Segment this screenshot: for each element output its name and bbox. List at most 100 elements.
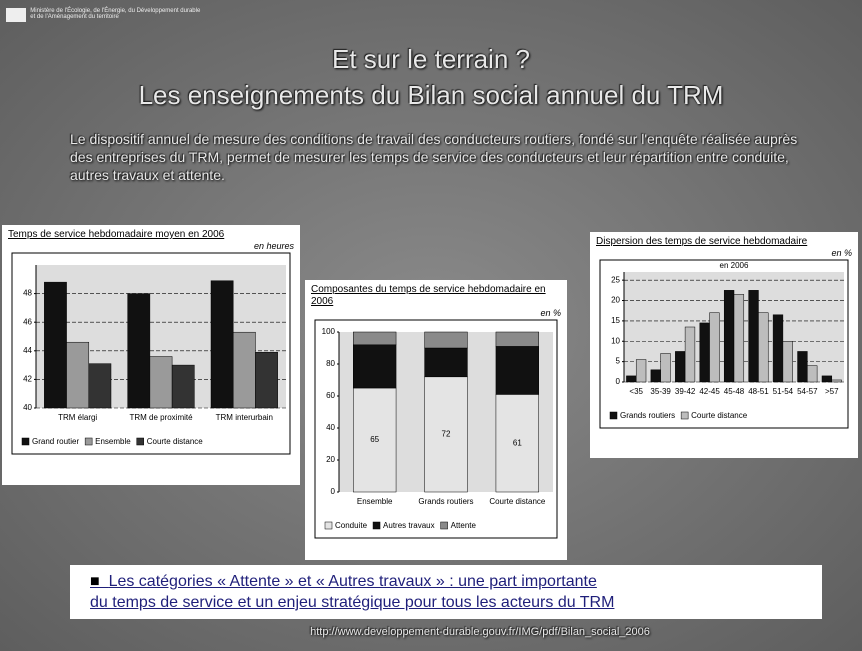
chart-title: Temps de service hebdomadaire moyen en 2… — [8, 229, 225, 240]
chart-subtitle: en 2006 — [720, 261, 749, 270]
y-tick-label: 0 — [616, 377, 621, 386]
legend-label: Ensemble — [95, 437, 131, 446]
chart: 0 20 40 60 80 100 Ensemble Grands routiers Court… — [314, 319, 558, 539]
bar — [807, 365, 818, 383]
bar — [797, 351, 808, 383]
bar — [821, 375, 833, 383]
bar — [723, 290, 735, 383]
bar — [149, 356, 173, 409]
legend-swatch — [609, 411, 618, 420]
chart-unit: en heures — [253, 241, 294, 251]
bar — [88, 363, 112, 409]
conclusion: ■ Les catégories « Attente » et « Autres… — [90, 573, 597, 590]
y-tick-label: 44 — [23, 346, 32, 355]
legend-label: Attente — [451, 521, 477, 530]
bar — [232, 331, 256, 409]
x-tick-label: 42-45 — [699, 387, 720, 396]
bar — [650, 369, 661, 383]
bar-segment — [424, 347, 468, 378]
legend-swatch — [84, 437, 93, 446]
bar — [699, 322, 710, 383]
x-tick-label: 54-57 — [797, 387, 818, 396]
bar-segment — [495, 346, 539, 395]
x-tick-label: 51-54 — [773, 387, 794, 396]
data-label: 72 — [442, 430, 451, 439]
legend-label: Conduite — [335, 521, 368, 530]
bar — [44, 281, 67, 409]
bar — [660, 353, 671, 383]
bar — [675, 351, 686, 383]
data-label: 65 — [370, 435, 379, 444]
x-tick-label: 45-48 — [724, 387, 745, 396]
bar — [635, 359, 647, 383]
legend-label: Grand routier — [32, 437, 79, 446]
logo — [6, 8, 27, 22]
bar-segment — [495, 394, 539, 493]
y-tick-label: 100 — [322, 327, 336, 336]
title: Les enseignements du Bilan social annuel… — [138, 80, 724, 110]
chart-title: Composantes du temps de service hebdomad… — [311, 284, 546, 307]
chart-panel: Dispersion des temps de service hebdomad… — [590, 232, 858, 458]
legend-swatch — [680, 411, 689, 420]
y-tick-label: 40 — [326, 423, 335, 432]
y-tick-label: 0 — [331, 487, 336, 496]
y-tick-label: 48 — [23, 289, 32, 298]
x-tick-label: >57 — [825, 387, 839, 396]
bar — [210, 280, 234, 409]
x-tick-label: 39-42 — [675, 387, 696, 396]
bar — [782, 341, 793, 383]
chart-panel: Composantes du temps de service hebdomad… — [305, 280, 567, 560]
bar — [626, 375, 637, 383]
y-tick-label: 20 — [611, 296, 620, 305]
logo-text: Ministère de l'Écologie, de l'Énergie, d… — [30, 8, 201, 20]
legend-swatch — [21, 437, 30, 446]
x-tick-label: Grands routiers — [418, 497, 473, 506]
bar-segment — [353, 331, 397, 346]
legend-label: Courte distance — [691, 411, 748, 420]
bar — [772, 314, 784, 383]
x-tick-label: <35 — [629, 387, 643, 396]
chart-panel: Temps de service hebdomadaire moyen en 2… — [2, 225, 300, 485]
chart-unit: en % — [540, 308, 561, 318]
chart: en 2006 0 5 10 15 20 25 <35 35-39 39-42 42-45 45-48… — [599, 259, 849, 429]
y-tick-label: 42 — [23, 375, 32, 384]
x-tick-label: Courte distance — [489, 497, 546, 506]
x-tick-label: TRM élargi — [58, 413, 97, 422]
conclusion-line: du temps de service et un enjeu stratégi… — [90, 594, 615, 611]
legend-swatch — [136, 437, 144, 446]
chart-title: Dispersion des temps de service hebdomad… — [596, 236, 808, 247]
y-tick-label: 20 — [326, 455, 335, 464]
source: http://www.developpement-durable.gouv.fr… — [310, 626, 650, 638]
y-tick-label: 80 — [326, 359, 335, 368]
bar-segment — [353, 387, 397, 493]
header: Ministère de l'Écologie, de l'Énergie, d… — [6, 8, 206, 22]
x-tick-label: 48-51 — [748, 387, 769, 396]
bar — [255, 351, 278, 409]
chart-unit: en % — [831, 248, 852, 258]
data-label: 61 — [513, 438, 522, 447]
y-tick-label: 15 — [611, 316, 620, 325]
y-tick-label: 25 — [611, 275, 620, 284]
bar — [66, 341, 90, 409]
y-tick-label: 40 — [23, 403, 32, 412]
x-tick-label: Ensemble — [357, 497, 393, 506]
bar — [758, 312, 769, 383]
title: Et sur le terrain ? — [332, 44, 530, 74]
x-tick-label: TRM de proximité — [129, 413, 193, 422]
bar-segment — [495, 331, 539, 347]
y-tick-label: 46 — [23, 317, 32, 326]
conclusion-box: ■ Les catégories « Attente » et « Autres… — [70, 565, 822, 619]
bar — [831, 379, 842, 383]
bar — [171, 364, 195, 409]
intro: Le dispositif annuel de mesure des condi… — [70, 131, 798, 183]
bar-segment — [424, 376, 468, 493]
legend-label: Grands routiers — [620, 411, 675, 420]
x-tick-label: TRM interurbain — [216, 413, 273, 422]
bar — [748, 290, 759, 383]
conclusion-line: Les catégories « Attente » et « Autres t… — [108, 573, 597, 590]
y-tick-label: 60 — [326, 391, 335, 400]
legend-swatch — [440, 521, 448, 530]
bar — [127, 293, 151, 409]
bar — [684, 326, 696, 383]
